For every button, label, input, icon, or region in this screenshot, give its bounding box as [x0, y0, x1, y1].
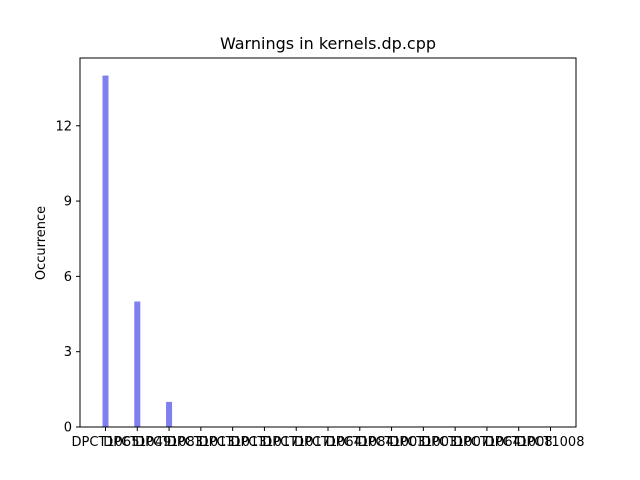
x-tick-label: DPCT1084	[326, 435, 394, 450]
x-tick-label: DPCT1007	[421, 435, 489, 450]
x-tick-label: DPCT1017	[262, 435, 330, 450]
x-tick-label: DPCT1064	[453, 435, 521, 450]
x-tick-label: DPCT1013	[199, 435, 267, 450]
y-tick-label: 6	[64, 270, 72, 285]
y-tick-label: 0	[64, 421, 72, 436]
y-tick-label: 9	[64, 195, 72, 210]
x-tick-label: DPCT1008	[485, 435, 553, 450]
x-tick-label: DPCT1064	[294, 435, 362, 450]
plot-frame	[79, 57, 577, 428]
x-tick-label: DPCT1003	[389, 435, 457, 450]
x-tick-label: DPCT1065	[72, 435, 140, 450]
y-axis-label: Occurrence	[34, 206, 49, 280]
y-tick-label: 3	[64, 345, 72, 360]
x-tick-label: DPCT1017	[230, 435, 298, 450]
chart-title: Warnings in kernels.dp.cpp	[220, 34, 436, 53]
x-tick-label: DPCT1008	[517, 435, 585, 450]
x-tick-label: DPCT1049	[103, 435, 171, 450]
x-axis: DPCT1065DPCT1049DPCT1083DPCT1013DPCT1013…	[72, 427, 585, 450]
y-tick-label: 12	[55, 119, 72, 134]
bar-dpct1065-0	[102, 75, 109, 428]
bar-dpct1049-1	[134, 301, 141, 427]
bar-series	[102, 75, 173, 428]
y-axis: 0 3 6 9 12	[55, 119, 80, 436]
bar-dpct1083-2	[166, 401, 173, 427]
x-tick-label: DPCT1083	[135, 435, 203, 450]
x-tick-label: DPCT1013	[167, 435, 235, 450]
x-tick-label: DPCT1003	[358, 435, 426, 450]
